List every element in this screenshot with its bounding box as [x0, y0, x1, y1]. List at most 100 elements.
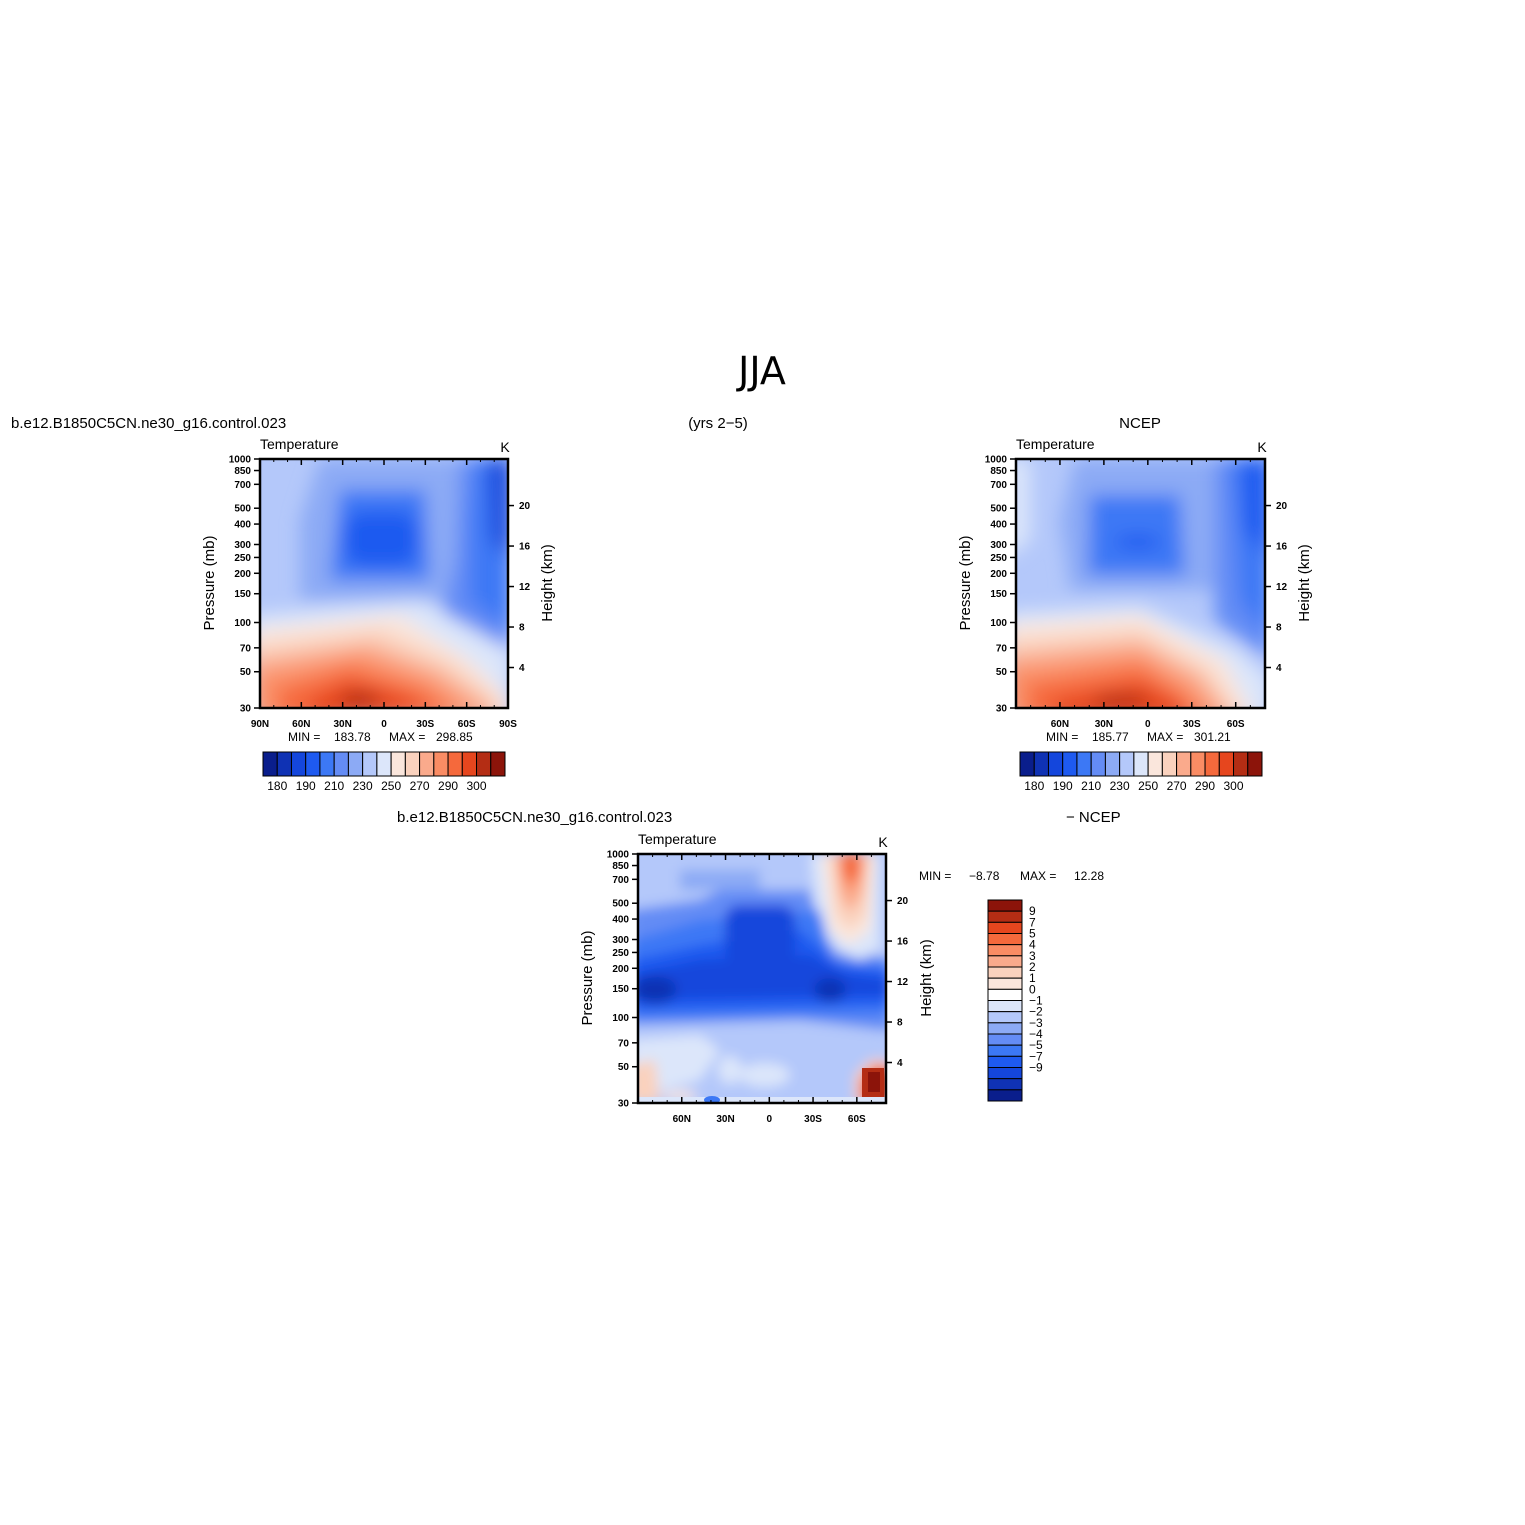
model-colorbar-swatch [319, 751, 335, 777]
model-x-tick-label-30S: 30S [416, 719, 434, 730]
model-min-value: 183.78 [334, 730, 371, 744]
model-x-tick-label-60N: 60N [292, 719, 310, 730]
obs-colorbar-swatch [1247, 751, 1263, 777]
obs-y2-axis-title: Height (km) [1296, 544, 1313, 622]
obs-y2-tick-label-20: 20 [1276, 501, 1288, 512]
model-colorbar-swatch [305, 751, 321, 777]
difference-y2-axis-title: Height (km) [918, 939, 935, 1017]
difference-colorbar-swatch [987, 1033, 1023, 1046]
model-y-tick-label-850: 850 [234, 466, 251, 477]
obs-colorbar-swatch [1047, 751, 1064, 777]
obs-colorbar-swatch [1019, 751, 1035, 777]
difference-y-tick-label-700: 700 [612, 875, 629, 886]
difference-x-tick-label-60N: 60N [673, 1114, 691, 1125]
model-x-tick-label-0: 0 [381, 719, 387, 730]
difference-y-tick-label-100: 100 [612, 1013, 629, 1024]
model-field-label: Temperature [260, 436, 339, 452]
difference-min-value: −8.78 [969, 869, 1000, 883]
model-colorbar-swatch [276, 751, 292, 777]
model-colorbar-swatch [390, 751, 406, 777]
obs-y2-tick-label-4: 4 [1276, 663, 1282, 674]
model-colorbar: 180 190 210 230 250 270 290 300 [262, 751, 506, 793]
obs-x-tick-label-0: 0 [1145, 719, 1151, 730]
model-colorbar-label-230: 230 [353, 779, 373, 793]
difference-colorbar-label-4: −4 [1029, 1027, 1043, 1041]
difference-colorbar-label-5: 5 [1029, 927, 1036, 941]
difference-x-tick-label-30S: 30S [804, 1114, 822, 1125]
model-y-tick-label-200: 200 [234, 569, 251, 580]
difference-colorbar-swatch [987, 944, 1023, 957]
obs-colorbar-label-270: 270 [1167, 779, 1187, 793]
difference-contour-field [638, 854, 886, 1103]
difference-min-label: MIN = [919, 869, 951, 883]
obs-y-tick-label-100: 100 [990, 618, 1007, 629]
obs-min-label: MIN = [1046, 730, 1078, 744]
obs-colorbar-swatch [1076, 751, 1092, 777]
difference-colorbar-label-3: −3 [1029, 1016, 1043, 1030]
model-colorbar-swatch [433, 751, 449, 777]
diff-left-title: b.e12.B1850C5CN.ne30_g16.control.023 [397, 809, 672, 826]
model-y2-tick-label-8: 8 [519, 623, 525, 634]
difference-y-tick-label-30: 30 [618, 1099, 630, 1110]
obs-y2-tick-label-8: 8 [1276, 623, 1282, 634]
difference-y-tick-label-50: 50 [618, 1062, 630, 1073]
difference-colorbar-label-1: 1 [1029, 971, 1036, 985]
difference-y2-tick-label-12: 12 [897, 977, 909, 988]
model-y-tick-label-250: 250 [234, 553, 251, 564]
model-colorbar-swatch [476, 751, 492, 777]
obs-colorbar-swatch [1119, 751, 1135, 777]
difference-units-label: K [878, 834, 888, 850]
obs-y-tick-label-850: 850 [990, 466, 1007, 477]
obs-y2-tick-label-12: 12 [1276, 582, 1288, 593]
difference-colorbar-swatch [987, 921, 1023, 934]
difference-colorbar-swatch [987, 966, 1023, 979]
difference-x-tick-label-30N: 30N [716, 1114, 734, 1125]
obs-plot-frame [1014, 457, 1267, 710]
model-x-tick-label-90S: 90S [499, 719, 517, 730]
model-y-tick-label-150: 150 [234, 589, 251, 600]
model-colorbar-swatch [404, 751, 421, 777]
obs-min-value: 185.77 [1092, 730, 1129, 744]
difference-x-tick-label-60S: 60S [848, 1114, 866, 1125]
obs-y-tick-label-250: 250 [990, 553, 1007, 564]
difference-colorbar-swatch [987, 955, 1023, 968]
model-colorbar-swatch [419, 751, 435, 777]
difference-colorbar-swatch [987, 1078, 1023, 1091]
model-y-tick-label-300: 300 [234, 540, 251, 551]
obs-colorbar: 180 190 210 230 250 270 290 300 [1019, 751, 1263, 793]
model-colorbar-swatch [376, 751, 392, 777]
difference-colorbar-swatch [987, 1000, 1023, 1013]
difference-y-tick-label-70: 70 [618, 1038, 630, 1049]
obs-x-tick-label-30S: 30S [1183, 719, 1201, 730]
obs-colorbar-swatch [1233, 751, 1249, 777]
model-colorbar-label-210: 210 [324, 779, 344, 793]
model-y-tick-label-400: 400 [234, 520, 251, 531]
difference-panel: 3050701001502002503004005007008501000201… [579, 831, 1104, 1125]
model-y-tick-label-1000: 1000 [229, 455, 252, 466]
obs-y-tick-label-50: 50 [996, 667, 1008, 678]
difference-colorbar-label-7: −7 [1029, 1049, 1043, 1063]
difference-y-tick-label-150: 150 [612, 984, 629, 995]
model-units-label: K [500, 439, 510, 455]
model-y2-tick-label-20: 20 [519, 501, 531, 512]
obs-colorbar-swatch [1104, 751, 1121, 777]
model-min-label: MIN = [288, 730, 320, 744]
obs-y-tick-label-300: 300 [990, 540, 1007, 551]
obs-colorbar-swatch [1033, 751, 1049, 777]
obs-colorbar-label-250: 250 [1138, 779, 1158, 793]
difference-min-max: MIN = −8.78 MAX = 12.28 [919, 869, 1104, 883]
difference-colorbar-swatch [987, 988, 1023, 1001]
model-max-label: MAX = [389, 730, 425, 744]
model-y-tick-label-30: 30 [240, 704, 252, 715]
obs-y-axis-title: Pressure (mb) [957, 535, 974, 630]
difference-max-label: MAX = [1020, 869, 1056, 883]
obs-colorbar-swatch [1062, 751, 1078, 777]
obs-field-label: Temperature [1016, 436, 1095, 452]
model-colorbar-swatch [262, 751, 278, 777]
obs-y-tick-label-30: 30 [996, 704, 1008, 715]
obs-x-tick-label-60S: 60S [1227, 719, 1245, 730]
obs-x-tick-label-60N: 60N [1051, 719, 1069, 730]
difference-colorbar-swatch [987, 977, 1023, 990]
